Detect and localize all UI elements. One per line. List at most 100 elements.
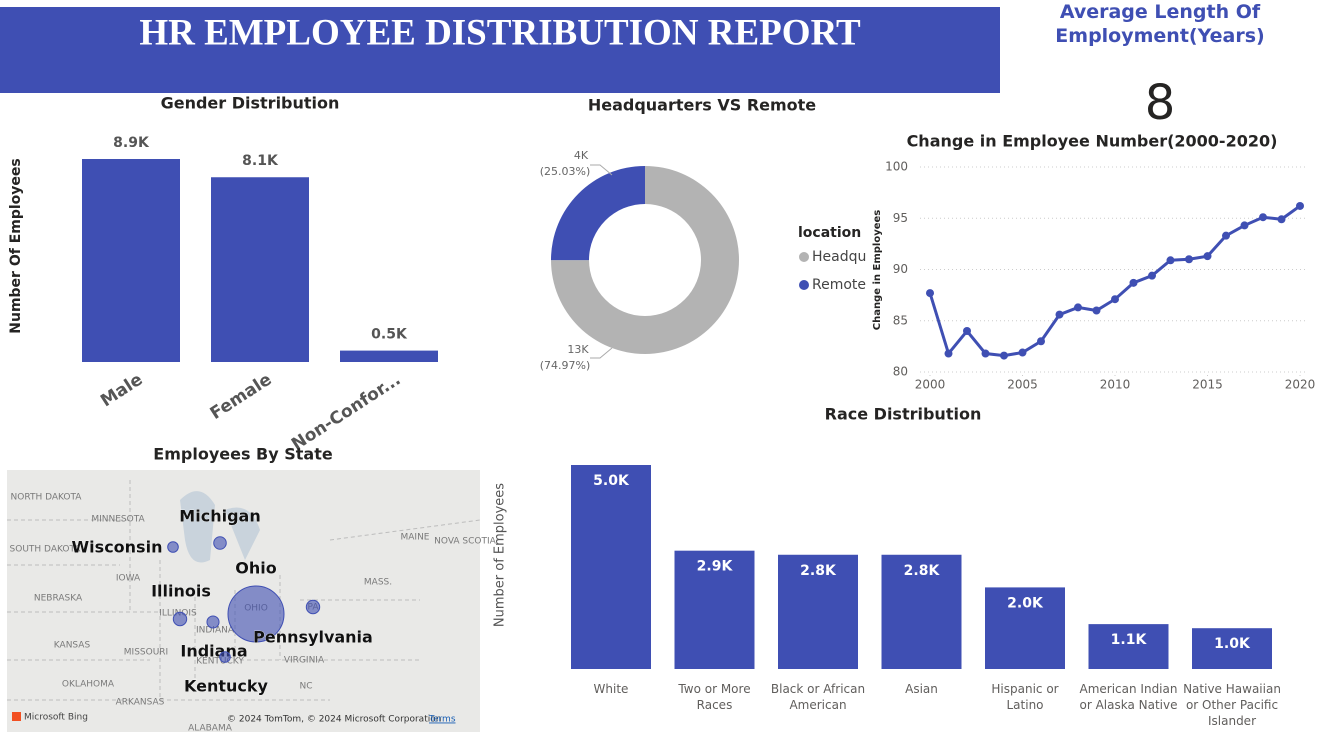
- x-tick-label-box: Two or More Races: [678, 682, 751, 712]
- x-tick-label: Asian: [905, 682, 938, 696]
- x-tick-label: Native Hawaiian or Other Pacific Islande…: [1183, 682, 1281, 728]
- line-point: [1185, 255, 1193, 264]
- x-tick-label-box: Native Hawaiian or Other Pacific Islande…: [1183, 682, 1281, 728]
- state-label: Michigan: [179, 507, 260, 526]
- map-place-label: SOUTH DAKOTA: [10, 545, 82, 555]
- x-tick-label-box: Hispanic or Latino: [991, 682, 1059, 712]
- line-point: [1074, 303, 1082, 312]
- map-place-label: MASS.: [364, 578, 392, 588]
- y-tick-label: 85: [893, 313, 908, 327]
- data-label: 8.9K: [113, 135, 150, 151]
- x-tick-label: Hispanic or Latino: [991, 682, 1059, 712]
- data-label: 5.0K: [593, 473, 630, 489]
- map-place-label: IOWA: [116, 574, 141, 584]
- x-tick-label: Female: [207, 370, 276, 424]
- map-bubble: [227, 585, 285, 643]
- x-tick-label: 2015: [1192, 378, 1223, 392]
- map-place-label: OKLAHOMA: [62, 680, 115, 690]
- map-place-label: ARKANSAS: [116, 698, 165, 708]
- map-place-label: INDIANA: [196, 626, 235, 636]
- legend-marker: [799, 252, 809, 262]
- legend-label: Remote: [812, 277, 866, 293]
- legend-label: Headqu: [812, 249, 866, 265]
- chart-title: Headquarters VS Remote: [588, 96, 816, 115]
- map-place-label: MAINE: [401, 533, 430, 543]
- state-label: Pennsylvania: [253, 628, 373, 647]
- bar: [778, 554, 858, 669]
- x-tick-label-box: White: [593, 682, 629, 696]
- x-tick-label: 2020: [1285, 378, 1316, 392]
- line-point: [1148, 271, 1156, 280]
- bar: [1192, 628, 1272, 669]
- y-tick-label: 100: [885, 160, 908, 174]
- leader-line: [590, 347, 613, 359]
- line-point: [926, 289, 934, 298]
- map-attribution: © 2024 TomTom, © 2024 Microsoft Corporat…: [227, 715, 441, 725]
- state-label: Ohio: [235, 559, 276, 578]
- data-label: 2.8K: [800, 563, 837, 579]
- bar: [881, 554, 962, 669]
- data-label: 1.0K: [1214, 636, 1251, 652]
- map-place-label: MINNESOTA: [91, 515, 145, 525]
- line-point: [1111, 295, 1119, 304]
- legend-title: location: [798, 225, 861, 241]
- line-point: [1129, 278, 1138, 287]
- map-bubble: [305, 599, 321, 615]
- map-bubble: [172, 611, 188, 627]
- count-label: 4K: [574, 149, 589, 162]
- x-tick-label: American Indian or Alaska Native: [1079, 682, 1178, 712]
- line-point: [1259, 213, 1267, 222]
- map-bubble: [213, 536, 227, 550]
- line-point: [1166, 256, 1175, 265]
- state-label: Wisconsin: [72, 538, 163, 557]
- data-label: 2.9K: [697, 559, 734, 575]
- chart-title: Race Distribution: [825, 405, 982, 424]
- line-point: [1055, 310, 1064, 319]
- kpi-value: 8: [1145, 75, 1176, 131]
- state-label: Indiana: [180, 642, 247, 661]
- x-tick-label: Black or African American: [770, 682, 866, 712]
- state-label: Illinois: [151, 582, 211, 601]
- line-point: [1296, 201, 1304, 210]
- data-label: 2.0K: [1007, 595, 1044, 611]
- line-point: [1000, 351, 1008, 360]
- chart-title: Employees By State: [153, 445, 333, 464]
- leader-line: [590, 164, 613, 176]
- x-tick-label-box: Black or African American: [770, 682, 866, 712]
- map-place-label: ALABAMA: [188, 724, 233, 734]
- bar: [674, 550, 755, 669]
- x-tick-label: Two or More Races: [678, 682, 751, 712]
- line-point: [1277, 215, 1286, 224]
- state-label: Kentucky: [184, 677, 269, 696]
- map-terms: Terms: [428, 715, 456, 725]
- report-title: HR EMPLOYEE DISTRIBUTION REPORT: [139, 12, 861, 53]
- x-tick-label: 2010: [1100, 378, 1131, 392]
- y-tick-label: 90: [893, 262, 908, 276]
- data-label: 8.1K: [242, 153, 279, 169]
- x-tick-label: White: [593, 682, 629, 696]
- bar: [82, 159, 180, 362]
- donut-slice: [551, 166, 739, 355]
- line-point: [1092, 306, 1101, 315]
- data-label: 0.5K: [371, 327, 408, 343]
- percent-label: (25.03%): [540, 165, 591, 178]
- bing-logo: [12, 712, 21, 721]
- y-tick-label: 80: [893, 365, 908, 379]
- x-tick-label-box: American Indian or Alaska Native: [1079, 682, 1178, 712]
- x-tick-label-box: Asian: [905, 682, 938, 696]
- kpi-label: Average Length Of Employment(Years): [1055, 1, 1265, 47]
- title-banner: [0, 7, 1000, 93]
- y-axis-label: Number of Employees: [493, 483, 508, 627]
- x-tick-label: 2005: [1007, 378, 1038, 392]
- line-point: [1222, 231, 1230, 240]
- map-provider: Microsoft Bing: [24, 713, 88, 723]
- kpi-label-box: Average Length Of Employment(Years): [1055, 1, 1265, 47]
- map-place-label: MISSOURI: [124, 648, 168, 658]
- y-axis-label: Number Of Employees: [8, 158, 24, 333]
- chart-title: Change in Employee Number(2000-2020): [907, 132, 1278, 151]
- x-tick-label: Male: [97, 370, 146, 412]
- y-tick-label: 95: [893, 211, 908, 225]
- line-point: [944, 349, 953, 358]
- line-point: [981, 349, 990, 358]
- map-place-label: KANSAS: [54, 641, 91, 651]
